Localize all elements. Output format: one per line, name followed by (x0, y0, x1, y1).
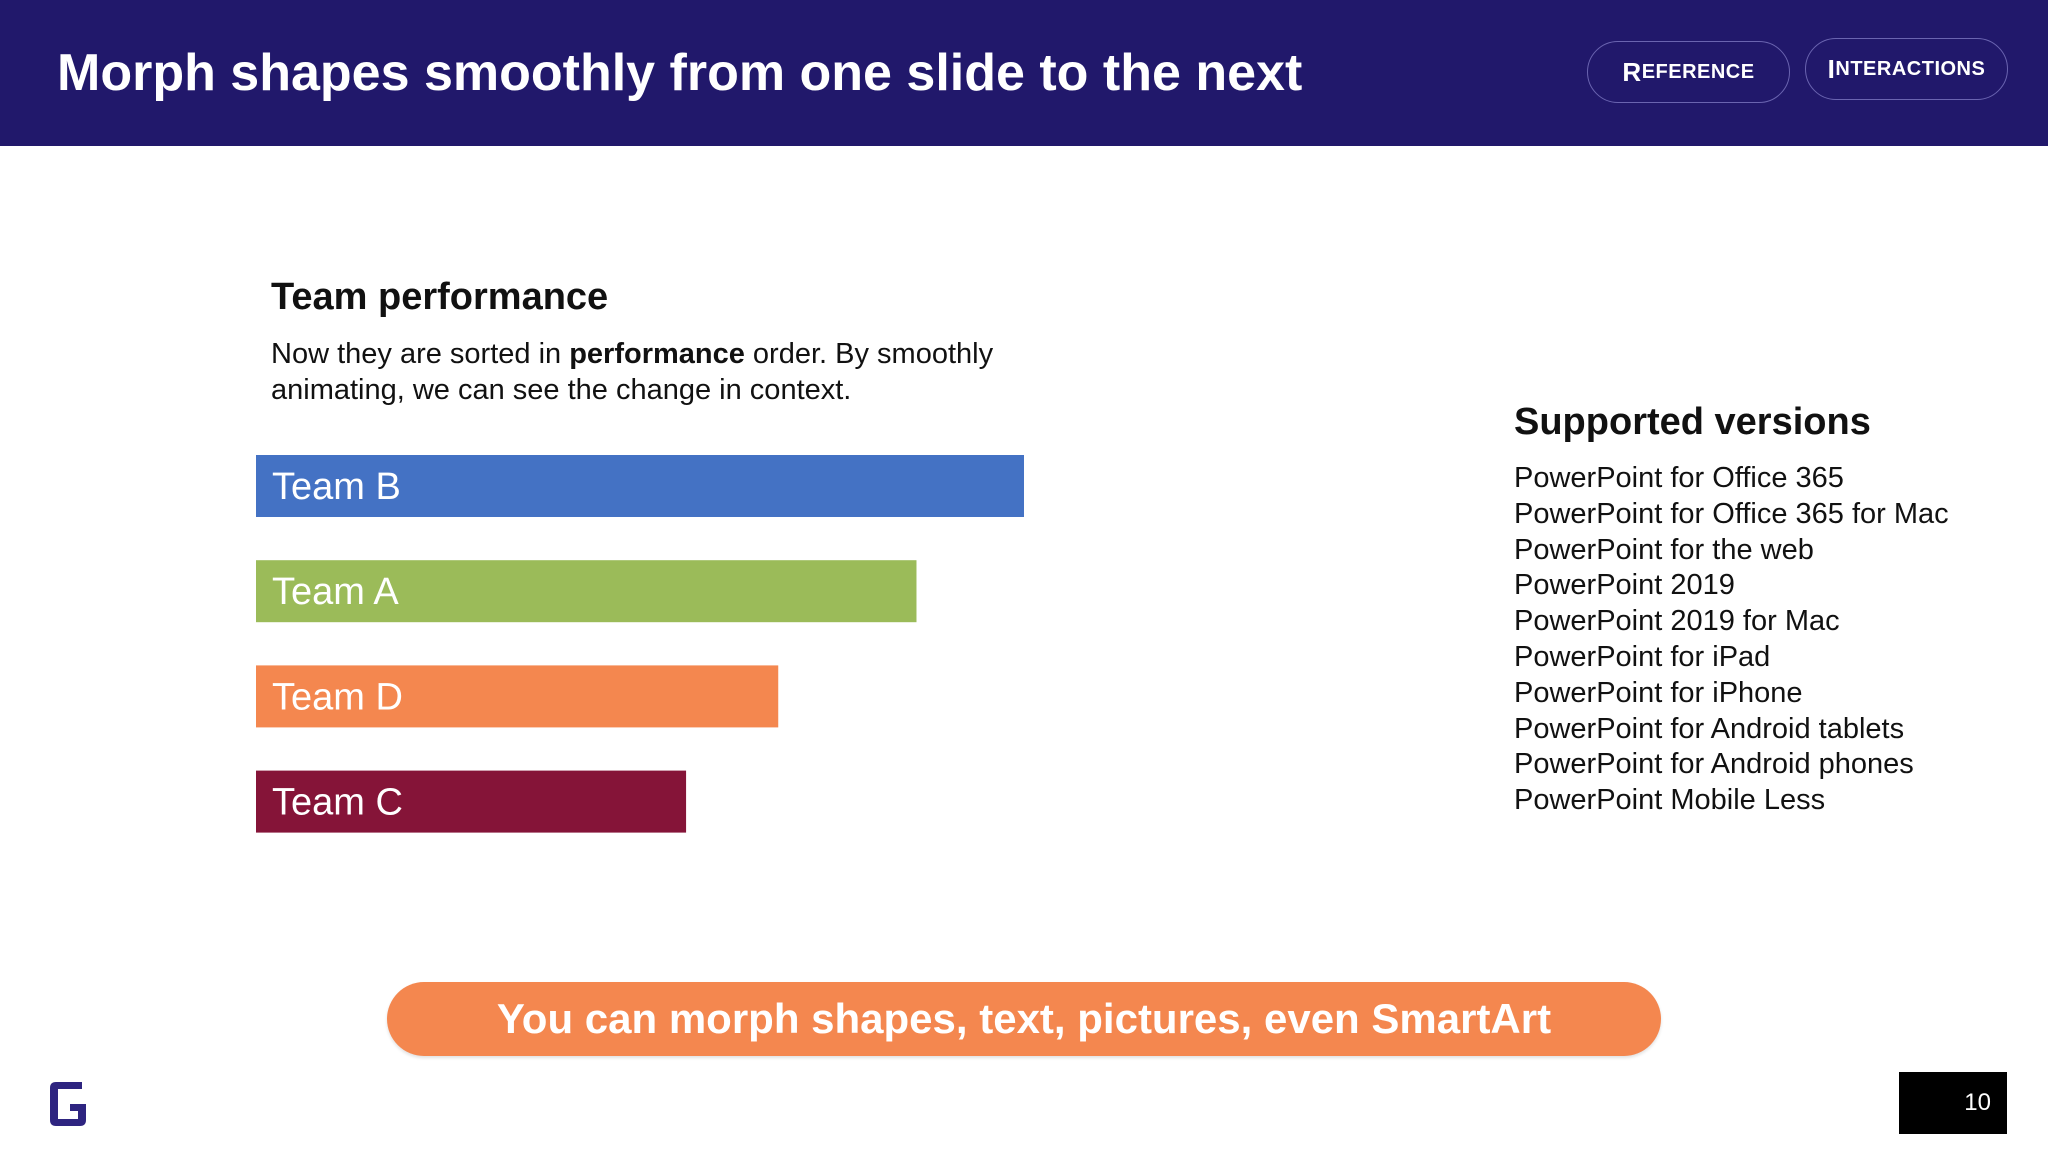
version-item: PowerPoint for the web (1514, 533, 1814, 566)
version-item: PowerPoint for Android phones (1514, 748, 1914, 781)
page-number: 10 (1899, 1072, 2007, 1134)
version-item: PowerPoint 2019 (1514, 569, 1735, 602)
bar-team-c (256, 770, 687, 833)
slide-header: Morph shapes smoothly from one slide to … (0, 0, 2048, 146)
bar-team-d (256, 665, 779, 728)
interactions-button-rest: NTERACTIONS (1835, 57, 1986, 80)
description-bold: performance (569, 338, 745, 370)
interactions-button-cap: I (1827, 53, 1836, 84)
version-item: PowerPoint for Office 365 for Mac (1514, 497, 1949, 530)
bar-label: Team D (272, 676, 403, 718)
description-after: order. By smoothly animating, we can see… (271, 338, 994, 406)
reference-button-rest: EFERENCE (1641, 60, 1755, 83)
version-item: PowerPoint for Android tablets (1514, 712, 1905, 745)
bar-team-b (256, 455, 1024, 517)
interactions-button[interactable]: I NTERACTIONS (1805, 38, 2008, 100)
description-before: Now they are sorted in (271, 338, 570, 370)
bar-label: Team B (272, 466, 401, 508)
team-performance-description: Now they are sorted in performance order… (271, 336, 1031, 408)
reference-button-cap: R (1622, 56, 1642, 87)
version-item: PowerPoint Mobile Less (1514, 784, 1826, 817)
version-item: PowerPoint 2019 for Mac (1514, 605, 1840, 638)
version-item: PowerPoint for iPhone (1514, 676, 1803, 709)
bar-label: Team C (272, 782, 403, 824)
team-performance-title: Team performance (271, 276, 609, 318)
morph-banner: You can morph shapes, text, pictures, ev… (387, 982, 1661, 1056)
version-item: PowerPoint for Office 365 (1514, 462, 1844, 494)
slide-title: Morph shapes smoothly from one slide to … (57, 44, 1303, 102)
supported-versions-list: PowerPoint for Office 365 PowerPoint for … (1514, 461, 1949, 819)
reference-button[interactable]: R EFERENCE (1587, 41, 1790, 103)
bar-team-a (256, 560, 917, 623)
supported-versions-title: Supported versions (1514, 401, 1871, 443)
bar-label: Team A (272, 571, 399, 613)
g-logo-icon (50, 1082, 86, 1126)
version-item: PowerPoint for iPad (1514, 640, 1771, 673)
